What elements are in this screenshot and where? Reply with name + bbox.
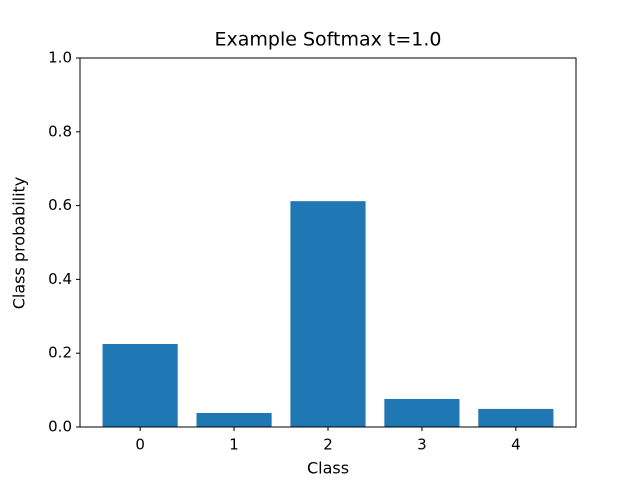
y-tick-label: 0.2: [48, 344, 72, 362]
bar: [478, 408, 554, 427]
bar: [196, 412, 272, 427]
bar: [384, 398, 460, 427]
bar: [290, 201, 366, 427]
y-tick-label: 0.4: [48, 270, 72, 288]
y-tick-label: 0.0: [48, 418, 72, 436]
x-tick-label: 0: [135, 436, 145, 454]
x-tick-label: 4: [511, 436, 521, 454]
bar: [102, 343, 178, 427]
y-tick-label: 1.0: [48, 49, 72, 67]
x-tick-label: 3: [417, 436, 427, 454]
x-axis-label: Class: [307, 459, 349, 478]
chart-title: Example Softmax t=1.0: [215, 29, 442, 51]
y-tick-label: 0.6: [48, 196, 72, 214]
axes-frame: [79, 57, 577, 428]
y-tick-label: 0.8: [48, 122, 72, 140]
x-tick-label: 2: [323, 436, 333, 454]
x-tick-label: 1: [229, 436, 239, 454]
y-axis-label: Class probability: [10, 177, 29, 310]
